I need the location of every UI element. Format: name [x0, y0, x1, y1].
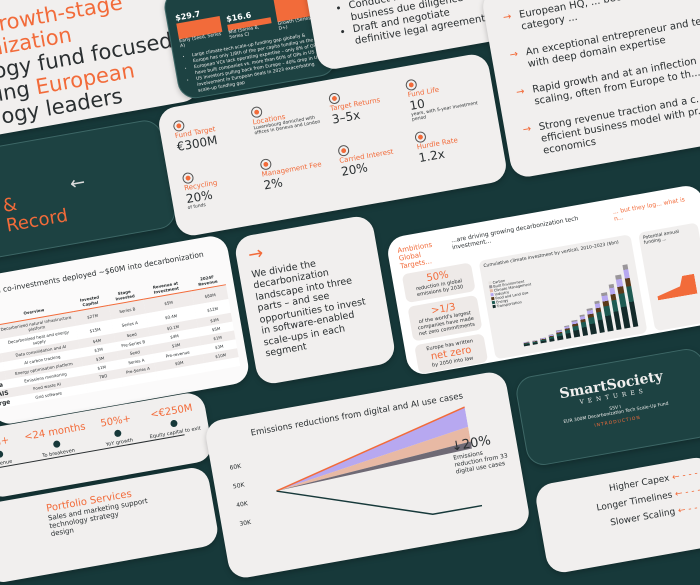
emissions-plot [276, 406, 483, 516]
bar: $16.6 Mid (Series B, Series C) [225, 7, 273, 41]
criteria-slide: → European HQ, ... become a global catego… [480, 0, 700, 180]
milestone-dot [53, 440, 62, 449]
term-item: Carried Interest 20% [336, 134, 413, 184]
arrow-right-icon: → [522, 123, 533, 136]
challenges-slide: Higher Capex ← - - - -Longer Timelines ←… [533, 455, 700, 575]
term-item: Fund Target €300M [172, 109, 249, 164]
milestone-dot [113, 429, 122, 438]
term-item: Management Fee 2% [259, 148, 335, 198]
stacked-bar [571, 320, 580, 338]
term-item: Target Returns 3–5x [327, 82, 405, 137]
emissions-chart-slide: Emissions reductions from digital and AI… [203, 369, 532, 581]
intro-cover-slide: SmartSociety VENTURES SSV I EUR 300M Dec… [513, 346, 700, 468]
y-tick-label: 60K [229, 462, 242, 472]
term-item: Locations Luxembourg domiciled with offi… [250, 95, 327, 150]
y-tick-label: 30K [239, 518, 252, 528]
company-name: rge [0, 398, 11, 408]
investment-chart: Cumulative climate investment by vertica… [478, 234, 648, 360]
stacked-bar [563, 325, 572, 340]
timeline-item: 5M+ Revenue [0, 435, 14, 469]
funding-chart: Potential annual funding ... [638, 222, 700, 332]
team-track-record-slide: & Record ← [0, 117, 178, 263]
y-tick-label: 40K [235, 500, 249, 510]
stacked-bar [555, 330, 563, 341]
baseline-line [276, 406, 465, 492]
stacked-bar [578, 314, 589, 337]
arrow-left-icon: ← - - - - [677, 501, 700, 517]
area-gray [276, 441, 472, 492]
portfolio-table-slide: d and co-investments deployed ~$60M into… [0, 233, 252, 427]
arrow-left-icon: ← - - - - [671, 468, 700, 484]
divide-text: We divide the decarbonization landscape … [250, 257, 367, 360]
milestone-dot [169, 419, 178, 428]
milestone-value: 5M+ [0, 434, 11, 450]
arrow-left-icon[interactable]: ← [68, 171, 87, 195]
milestone-dot [0, 450, 4, 459]
stacked-bar [523, 341, 530, 347]
chart-title: Potential annual funding ... [642, 229, 680, 246]
term-item: Fund Life 10 years, with 5-year investme… [405, 68, 482, 123]
arrow-right-icon: → [508, 48, 519, 62]
arrow-right-icon: → [502, 11, 513, 24]
arrow-left-icon: ← - - - - [674, 484, 700, 500]
stacked-bar [531, 339, 538, 345]
timeline-item: <€250M Equity capital to exit [145, 402, 201, 441]
bar: $29.7 Early (Seed, Series A) [175, 6, 225, 49]
funding-area [655, 274, 698, 301]
milestone-value: <€250M [149, 402, 194, 421]
arrow-right-icon: → [515, 86, 526, 99]
divide-landscape-slide: → We divide the decarbonization landscap… [233, 213, 397, 387]
legend-swatch [492, 304, 496, 309]
term-item: Hurdle Rate 1.2x [414, 120, 490, 170]
stacked-bar [539, 337, 547, 344]
milestone-value: 50%+ [99, 413, 132, 430]
reduction-line [276, 490, 483, 516]
y-tick-label: 50K [232, 481, 246, 491]
ambitions-slide: Ambitions Global Targets... ...are drivin… [385, 183, 700, 377]
stacked-bar [547, 333, 555, 342]
term-item: Recycling 20% of funds [181, 161, 258, 211]
area-peach [276, 426, 471, 492]
